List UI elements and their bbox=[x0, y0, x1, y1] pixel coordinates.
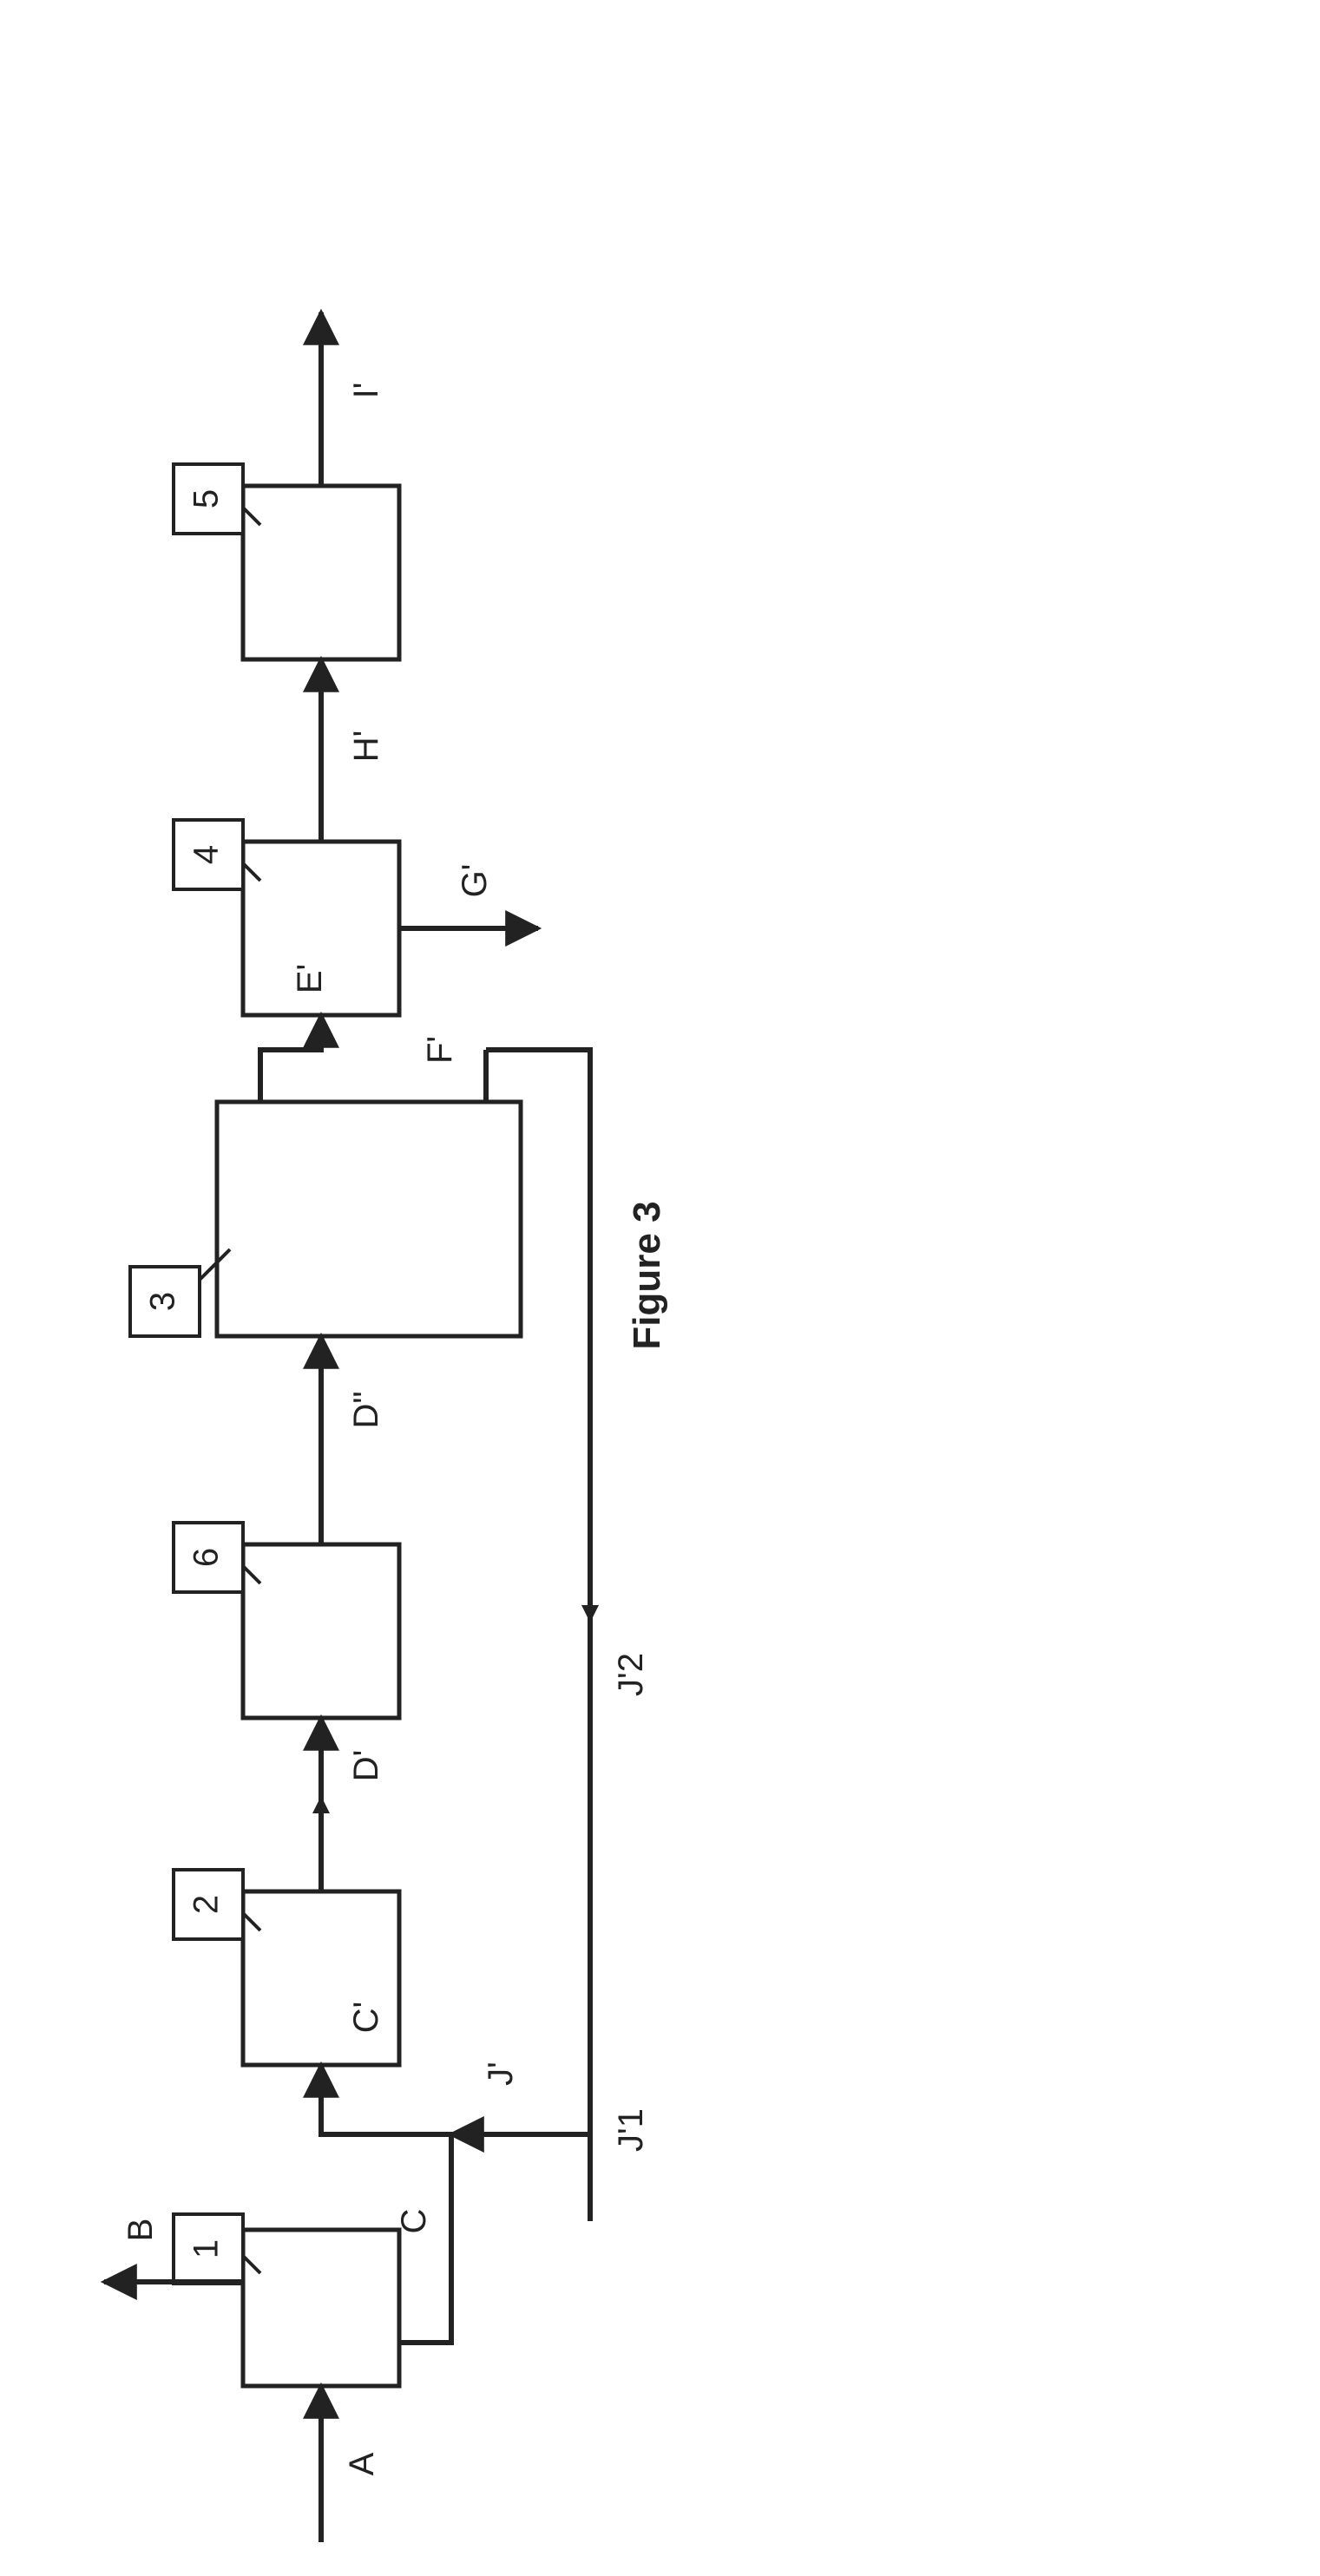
label-Dp: D' bbox=[347, 1750, 385, 1782]
label-B: B bbox=[121, 2219, 160, 2242]
label-C: C bbox=[395, 2209, 433, 2234]
label-Ip: I' bbox=[347, 383, 385, 399]
box-4-label: 4 bbox=[187, 845, 226, 864]
box-1 bbox=[243, 2230, 399, 2386]
label-Cp: C' bbox=[347, 2002, 385, 2034]
label-Fp: F' bbox=[421, 1036, 459, 1064]
diagram-svg: Figure 3 1 2 6 3 4 5 A bbox=[0, 0, 1320, 2576]
box-1-label: 1 bbox=[187, 2239, 226, 2258]
box-2 bbox=[243, 1891, 399, 2065]
label-Hp: H' bbox=[347, 731, 385, 763]
stream-C-seg1 bbox=[399, 2134, 451, 2343]
box-2-label: 2 bbox=[187, 1895, 226, 1914]
recycle-arrow-j2 bbox=[581, 1605, 599, 1622]
label-A: A bbox=[343, 2452, 381, 2475]
box-6 bbox=[243, 1544, 399, 1718]
box-3-label: 3 bbox=[144, 1292, 182, 1311]
label-Jp2: J'2 bbox=[612, 1653, 650, 1696]
stream-Dp-midarrow bbox=[312, 1796, 330, 1813]
label-Ep: E' bbox=[291, 964, 329, 993]
box-3 bbox=[217, 1102, 521, 1336]
label-Jp: J' bbox=[482, 2061, 520, 2086]
stream-Ep bbox=[260, 1015, 321, 1102]
figure-page: Figure 3 1 2 6 3 4 5 A bbox=[0, 0, 1320, 2576]
box-5-label: 5 bbox=[187, 489, 226, 508]
figure-title: Figure 3 bbox=[626, 1201, 668, 1349]
box-5 bbox=[243, 486, 399, 659]
box-6-label: 6 bbox=[187, 1548, 226, 1567]
label-Dpp: D" bbox=[347, 1391, 385, 1428]
label-Jp1: J'1 bbox=[612, 2108, 650, 2152]
label-Gp: G' bbox=[456, 864, 494, 898]
stream-Cp bbox=[321, 2065, 451, 2134]
